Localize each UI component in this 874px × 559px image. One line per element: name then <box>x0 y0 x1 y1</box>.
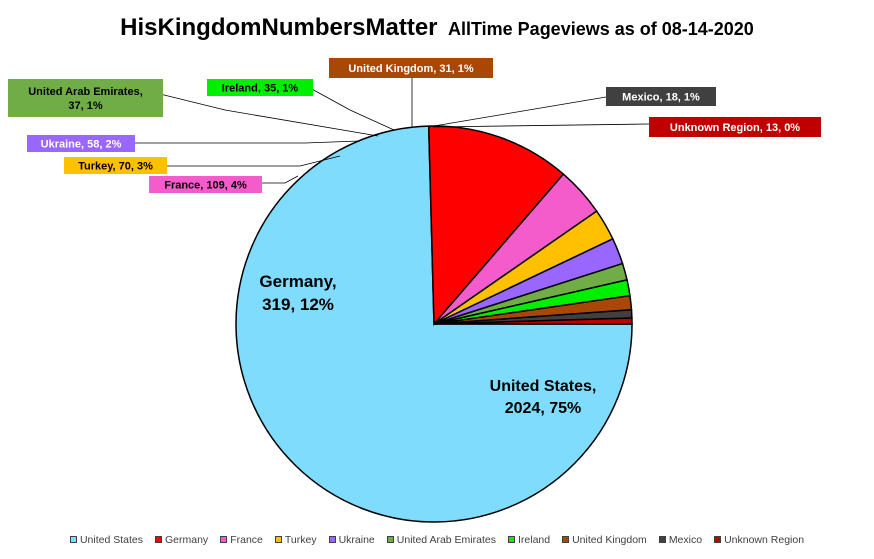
data-label-united-arab-emirates-line2: 37, 1% <box>68 100 102 112</box>
legend-label-unknown-region: Unknown Region <box>724 534 805 546</box>
legend-item-united-arab-emirates: United Arab Emirates <box>386 534 496 546</box>
data-label-turkey: Turkey, 70, 3% <box>78 161 153 173</box>
data-label-germany-line2: 319, 12% <box>262 295 334 314</box>
legend-item-mexico: Mexico <box>658 534 703 546</box>
legend-item-ukraine: Ukraine <box>328 534 375 546</box>
legend-label-turkey: Turkey <box>284 534 317 546</box>
legend-label-ireland: Ireland <box>517 534 551 546</box>
data-label-unknown-region: Unknown Region, 13, 0% <box>670 122 800 134</box>
legend-swatch-united-kingdom <box>562 536 570 543</box>
data-label-box-ukraine <box>27 135 135 152</box>
data-label-box-turkey <box>64 157 167 174</box>
legend-swatch-unknown-region <box>714 536 722 543</box>
data-label-box-ireland <box>207 79 313 96</box>
legend-label-united-states: United States <box>79 534 143 546</box>
leader-line-mexico <box>427 96 607 128</box>
chart-title-sub: AllTime Pageviews as of 08-14-2020 <box>447 19 754 39</box>
data-label-box-united-kingdom <box>329 58 493 78</box>
chart-title: HisKingdomNumbersMatter AllTime Pageview… <box>0 14 874 42</box>
leader-line-turkey <box>166 155 341 167</box>
legend-item-united-states: United States <box>69 534 143 546</box>
pie-slice-germany <box>427 125 565 326</box>
legend-label-united-kingdom: United Kingdom <box>572 534 647 546</box>
legend-item-united-kingdom: United Kingdom <box>562 534 647 546</box>
data-label-united-kingdom: United Kingdom, 31, 1% <box>348 63 474 75</box>
legend-swatch-united-arab-emirates <box>386 536 394 543</box>
chart-title-main: HisKingdomNumbersMatter <box>120 14 438 41</box>
legend-label-mexico: Mexico <box>668 534 703 546</box>
legend-swatch-germany <box>155 536 162 543</box>
legend-label-ukraine: Ukraine <box>338 534 375 546</box>
legend-item-france: France <box>220 534 263 546</box>
data-label-box-unknown-region <box>649 117 821 137</box>
data-label-mexico: Mexico, 18, 1% <box>622 92 700 104</box>
legend-swatch-united-states <box>69 536 77 543</box>
legend-item-unknown-region: Unknown Region <box>714 534 804 546</box>
leader-line-unknown-region <box>432 123 650 128</box>
data-label-united-states: United States, <box>490 378 597 395</box>
pie-slice-unknown-region <box>433 317 633 325</box>
leader-line-ireland <box>309 87 395 131</box>
data-label-germany: Germany, <box>259 272 336 291</box>
data-label-ukraine: Ukraine, 58, 2% <box>41 139 122 151</box>
legend: United States Germany France Turkey Ukraine U… <box>0 534 874 546</box>
data-label-box-united-arab-emirates <box>8 79 163 117</box>
leader-line-ukraine <box>135 140 361 144</box>
data-label-united-arab-emirates: United Arab Emirates, <box>28 86 143 98</box>
pie-slices <box>235 125 633 523</box>
data-label-united-states-line2: 2024, 75% <box>505 400 582 417</box>
leader-line-united-arab-emirates <box>159 93 379 137</box>
legend-label-united-arab-emirates: United Arab Emirates <box>396 534 496 546</box>
legend-swatch-turkey <box>274 536 282 543</box>
data-label-france: France, 109, 4% <box>164 180 247 192</box>
legend-label-germany: Germany <box>165 534 209 546</box>
legend-swatch-france <box>220 536 228 543</box>
legend-item-ireland: Ireland <box>507 534 551 546</box>
legend-swatch-ukraine <box>328 536 336 543</box>
legend-item-turkey: Turkey <box>274 534 317 546</box>
legend-swatch-ireland <box>507 536 515 543</box>
legend-item-germany: Germany <box>155 534 208 546</box>
leader-lines <box>135 78 650 184</box>
data-labels: United States, 2024, 75% Germany, 319, 12% F… <box>8 58 821 417</box>
data-label-ireland: Ireland, 35, 1% <box>222 83 299 95</box>
legend-label-france: France <box>230 534 263 546</box>
data-label-box-mexico <box>606 87 716 106</box>
legend-swatch-mexico <box>658 536 666 543</box>
data-label-box-france <box>149 176 262 193</box>
